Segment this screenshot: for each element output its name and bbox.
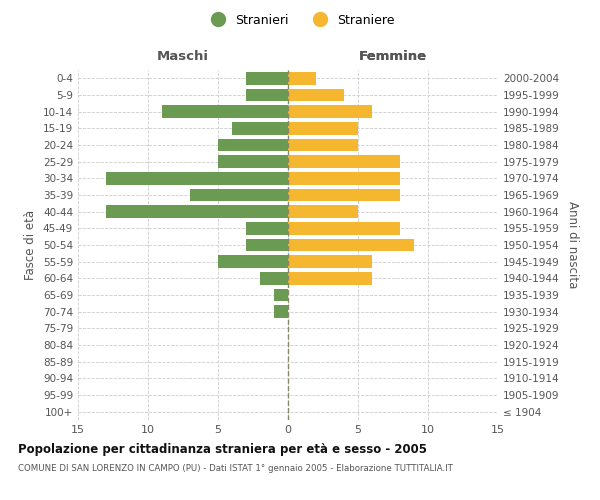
- Bar: [218, 156, 288, 168]
- Bar: [106, 206, 288, 218]
- Text: COMUNE DI SAN LORENZO IN CAMPO (PU) - Dati ISTAT 1° gennaio 2005 - Elaborazione : COMUNE DI SAN LORENZO IN CAMPO (PU) - Da…: [18, 464, 453, 473]
- Bar: [288, 72, 316, 85]
- Bar: [246, 239, 288, 251]
- Bar: [288, 122, 358, 134]
- Bar: [162, 106, 288, 118]
- Bar: [288, 156, 400, 168]
- Y-axis label: Anni di nascita: Anni di nascita: [566, 202, 579, 288]
- Bar: [288, 89, 344, 101]
- Bar: [274, 306, 288, 318]
- Bar: [288, 138, 358, 151]
- Bar: [232, 122, 288, 134]
- Bar: [106, 172, 288, 184]
- Text: Femmine: Femmine: [359, 50, 427, 63]
- Bar: [288, 172, 400, 184]
- Y-axis label: Fasce di età: Fasce di età: [25, 210, 37, 280]
- Bar: [274, 289, 288, 301]
- Bar: [288, 106, 372, 118]
- Bar: [288, 256, 372, 268]
- Bar: [246, 72, 288, 85]
- Bar: [246, 89, 288, 101]
- Legend: Stranieri, Straniere: Stranieri, Straniere: [200, 8, 400, 32]
- Text: Femmine: Femmine: [359, 50, 427, 63]
- Bar: [190, 188, 288, 201]
- Bar: [288, 206, 358, 218]
- Bar: [288, 222, 400, 234]
- Text: Popolazione per cittadinanza straniera per età e sesso - 2005: Popolazione per cittadinanza straniera p…: [18, 442, 427, 456]
- Bar: [246, 222, 288, 234]
- Bar: [218, 256, 288, 268]
- Text: Maschi: Maschi: [157, 50, 209, 63]
- Bar: [288, 272, 372, 284]
- Bar: [218, 138, 288, 151]
- Bar: [288, 239, 414, 251]
- Bar: [288, 188, 400, 201]
- Bar: [260, 272, 288, 284]
